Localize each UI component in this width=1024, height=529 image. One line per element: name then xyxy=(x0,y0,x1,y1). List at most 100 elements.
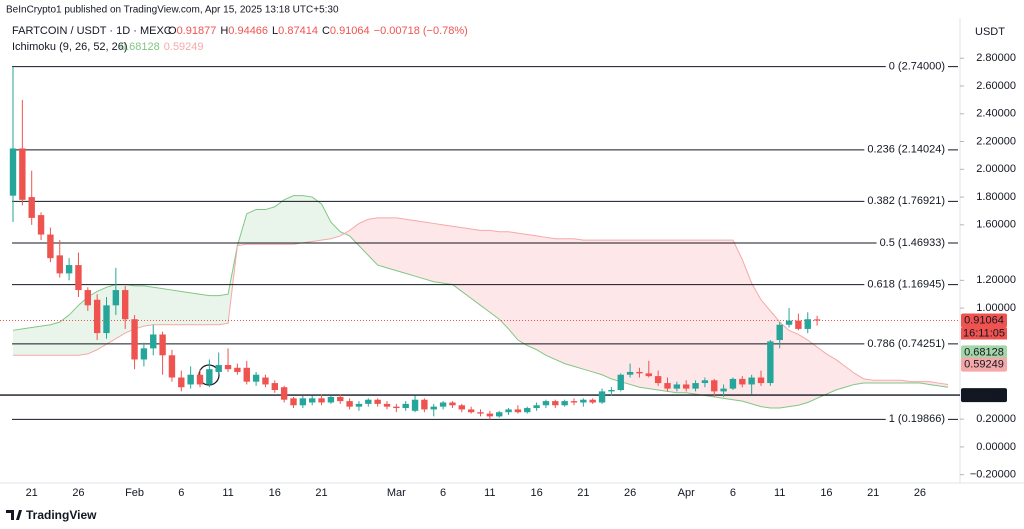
cloud-segment xyxy=(246,209,257,245)
cloud-segment xyxy=(256,209,266,245)
candle-body xyxy=(804,319,811,329)
cloud-segment xyxy=(695,240,705,396)
cloud-segment xyxy=(714,240,724,399)
candle-body xyxy=(56,255,63,274)
cloud-segment xyxy=(789,330,799,407)
candle-body xyxy=(150,334,157,349)
cloud-segment xyxy=(274,199,285,245)
cloud-segment xyxy=(415,220,425,279)
candle-body xyxy=(140,348,148,360)
candle-body xyxy=(47,234,54,259)
cloud-line xyxy=(12,195,949,409)
cloud-segment xyxy=(387,217,397,271)
candle-body xyxy=(570,401,578,403)
fib-label: 0.236 (2.14024) xyxy=(867,144,945,156)
candle-body xyxy=(75,265,82,291)
cloud-segment xyxy=(592,240,603,375)
cloud-segment xyxy=(312,197,322,242)
candle-body xyxy=(65,265,73,274)
brand-logo: TradingView xyxy=(6,508,97,522)
candle-body xyxy=(514,409,522,413)
candle-body xyxy=(626,371,634,375)
fib-label-bg xyxy=(885,60,948,73)
candle-body xyxy=(720,388,727,392)
cloud-segment xyxy=(499,231,509,329)
fib-label: 0.5 (1.46933) xyxy=(880,237,945,249)
cloud-segment xyxy=(826,353,836,395)
cloud-segment xyxy=(798,334,808,406)
cloud-segment xyxy=(143,285,154,327)
cloud-segment xyxy=(171,290,182,325)
fib-label: 0.786 (0.74251) xyxy=(867,338,945,350)
cloud-segment xyxy=(854,373,864,385)
candle-body xyxy=(692,383,699,389)
candle-body xyxy=(748,377,755,385)
axis-unit: USDT xyxy=(975,26,1005,38)
candle-body xyxy=(93,299,101,334)
ohlc-label: L xyxy=(272,25,278,37)
ohlc-legend: O0.91877 H0.94466 L0.87414 C0.91064 −0.00718… xyxy=(168,25,468,37)
candle-body xyxy=(542,401,550,406)
indicator-badge-bg xyxy=(961,345,1007,360)
candle-body xyxy=(496,412,503,417)
cloud-segment xyxy=(555,238,565,364)
candle-body xyxy=(524,408,531,413)
cloud-segment xyxy=(424,222,434,282)
candle-body xyxy=(374,399,381,404)
ohlc-label: C xyxy=(322,25,330,37)
cloud-segment xyxy=(564,238,574,367)
y-tick-label: −0.20000 xyxy=(970,469,1016,481)
ohlc-value: 0.91877 xyxy=(177,25,217,37)
cloud-segment xyxy=(723,240,733,400)
indicator-value: 0.68128 xyxy=(120,41,160,53)
fib-label: 1 (0.19866) xyxy=(889,413,945,425)
x-tick-label: 16 xyxy=(269,487,281,499)
candle-body xyxy=(206,369,213,385)
fib-label-bg xyxy=(864,143,948,156)
candle-body xyxy=(739,378,746,385)
cloud-segment xyxy=(817,346,827,399)
cloud-segment xyxy=(330,222,341,239)
hline-badge-bg xyxy=(961,388,1007,403)
candle-body xyxy=(243,367,250,382)
brand-name: TradingView xyxy=(26,508,97,522)
x-tick-label: 21 xyxy=(577,487,589,499)
x-tick-label: Apr xyxy=(678,487,695,499)
cloud-segment xyxy=(22,327,32,356)
candle-body xyxy=(729,378,737,389)
fib-label-bg xyxy=(876,236,948,249)
candle-body xyxy=(271,383,278,390)
cloud-segment xyxy=(321,204,331,241)
cloud-segment xyxy=(200,294,210,325)
y-tick-label: 1.60000 xyxy=(976,219,1016,231)
fib-label-bg xyxy=(864,195,948,208)
price-badge: 0.91064 xyxy=(964,314,1004,326)
candle-body xyxy=(598,391,606,403)
x-tick-label: 11 xyxy=(484,487,495,499)
candle-body xyxy=(561,401,568,406)
indicator-label: Ichimoku (9, 26, 52, 26) xyxy=(12,41,128,53)
cloud-segment xyxy=(471,228,481,306)
cloud-segment xyxy=(517,233,528,346)
y-tick-label: 1.80000 xyxy=(976,191,1016,203)
x-tick-label: 21 xyxy=(26,487,38,499)
cloud-segment xyxy=(648,240,659,390)
candle-body xyxy=(122,290,129,320)
candle-body xyxy=(411,399,419,411)
cloud-segment xyxy=(807,340,818,403)
candle-body xyxy=(505,409,512,413)
brand-icon xyxy=(6,510,22,520)
candle-body xyxy=(711,380,718,392)
candle-body xyxy=(813,319,821,321)
y-tick-label: 2.40000 xyxy=(976,108,1016,120)
fib-label-bg xyxy=(864,278,948,291)
candle-body xyxy=(234,367,241,372)
ohlc-value: 0.87414 xyxy=(278,25,318,37)
fib-label: 0 (2.74000) xyxy=(889,60,945,72)
cloud-segment xyxy=(732,240,743,402)
countdown: 16:11:05 xyxy=(963,327,1005,339)
cloud-segment xyxy=(293,195,303,245)
y-tick-label: 0.00000 xyxy=(976,441,1016,453)
